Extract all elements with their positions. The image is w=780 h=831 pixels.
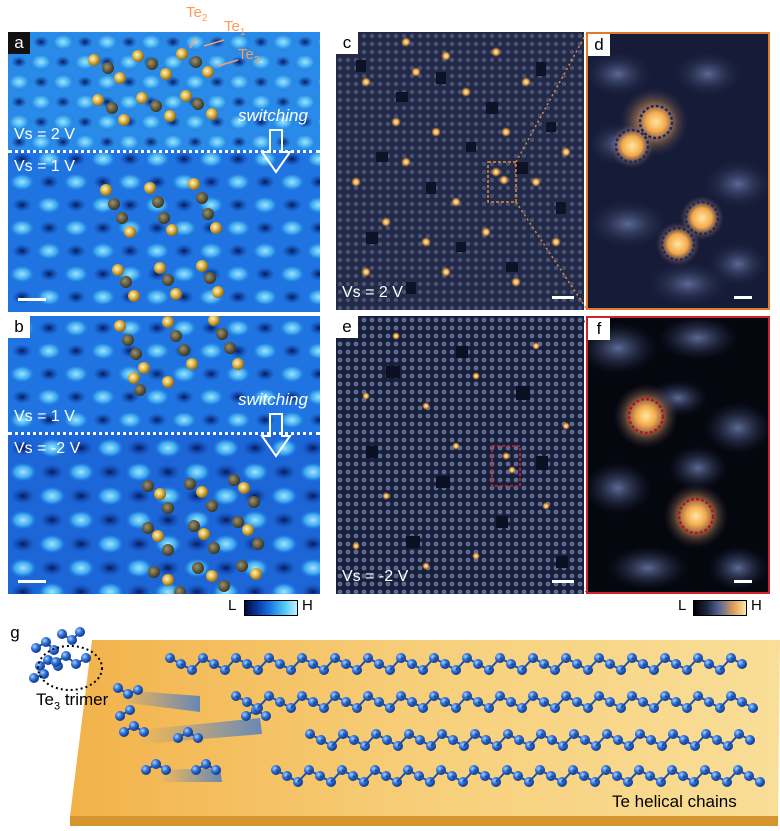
- te-atom: [81, 653, 91, 663]
- te-atom: [191, 765, 201, 775]
- te-atom: [173, 733, 183, 743]
- te-atom: [261, 711, 271, 721]
- te-atom: [119, 727, 129, 737]
- bias-bottom-label: Vs = 1 V: [14, 158, 75, 175]
- panel-d: d: [586, 32, 770, 310]
- panel-c: c Vs = 2 V: [336, 32, 584, 310]
- colorbar-blue: [244, 600, 298, 616]
- panel-g: g Te3 trimer Te helical chains: [0, 620, 780, 831]
- switching-label: switching: [238, 106, 308, 125]
- te2-label: Te2: [186, 4, 208, 24]
- bias-label: Vs = -2 V: [342, 568, 409, 585]
- bias-top-label: Vs = 2 V: [14, 126, 75, 143]
- te-atom: [151, 759, 161, 769]
- panel-label-c: c: [336, 32, 358, 54]
- te-atom: [141, 765, 151, 775]
- bias-top-label: Vs = 1 V: [14, 408, 75, 425]
- panel-g-image: [29, 627, 780, 826]
- panel-label-f: f: [588, 318, 610, 340]
- panel-f-image: [588, 318, 768, 592]
- te-atom: [75, 627, 85, 637]
- trimer-label: Te3 trimer: [36, 690, 109, 713]
- panel-c-image: [336, 32, 584, 310]
- colorbar-low-label: L: [228, 597, 237, 614]
- te-atom: [201, 759, 211, 769]
- panel-label-a: a: [8, 32, 30, 54]
- interface-line: [8, 150, 320, 153]
- panel-f: f: [586, 316, 770, 594]
- te-atom: [129, 721, 139, 731]
- te-atom: [241, 711, 251, 721]
- te-atom: [737, 659, 747, 669]
- te-atom: [211, 765, 221, 775]
- panel-a: a Vs = 2 V Vs = 1 V switching: [8, 32, 320, 312]
- te-atom: [123, 689, 133, 699]
- interface-line: [8, 432, 320, 435]
- panel-b: b Vs = 1 V Vs = -2 V switching: [8, 316, 320, 594]
- te-atom: [161, 765, 171, 775]
- te-atom: [35, 661, 45, 671]
- te-atom: [193, 733, 203, 743]
- te-atom: [51, 657, 61, 667]
- colorbar-high-label: H: [302, 597, 313, 614]
- te-atom: [113, 683, 123, 693]
- bias-label: Vs = 2 V: [342, 284, 403, 301]
- te-atom: [748, 703, 758, 713]
- te-atom: [115, 711, 125, 721]
- te-atom: [43, 655, 53, 665]
- te1-label: Te1: [224, 18, 246, 38]
- colorbar-high-label: H: [751, 597, 762, 614]
- bias-bottom-label: Vs = -2 V: [14, 440, 81, 457]
- panel-label-e: e: [336, 316, 358, 338]
- te-atom: [41, 637, 51, 647]
- te-atom: [31, 643, 41, 653]
- helical-chains-label: Te helical chains: [612, 792, 737, 811]
- panel-e: e Vs = -2 V: [336, 316, 584, 594]
- te3-label: Te3: [238, 46, 260, 66]
- panel-d-image: [588, 34, 768, 308]
- te-atom: [61, 651, 71, 661]
- te-atom: [71, 659, 81, 669]
- te-atom: [745, 735, 755, 745]
- te-atom: [57, 629, 67, 639]
- te-atom: [183, 727, 193, 737]
- panel-label-d: d: [588, 34, 610, 56]
- panel-label-b: b: [8, 316, 30, 338]
- colorbar-low-label: L: [678, 597, 687, 614]
- te-atom: [139, 727, 149, 737]
- te-atom: [29, 673, 39, 683]
- te-atom: [125, 705, 135, 715]
- te-atom: [755, 777, 765, 787]
- te-atom: [133, 685, 143, 695]
- panel-label-g: g: [4, 622, 26, 644]
- panel-a-image: [8, 32, 320, 312]
- panel-e-image: [336, 316, 584, 594]
- colorbar-orange: [693, 600, 747, 616]
- switching-label: switching: [238, 390, 308, 409]
- panel-b-image: [8, 316, 320, 594]
- te-atom: [67, 635, 77, 645]
